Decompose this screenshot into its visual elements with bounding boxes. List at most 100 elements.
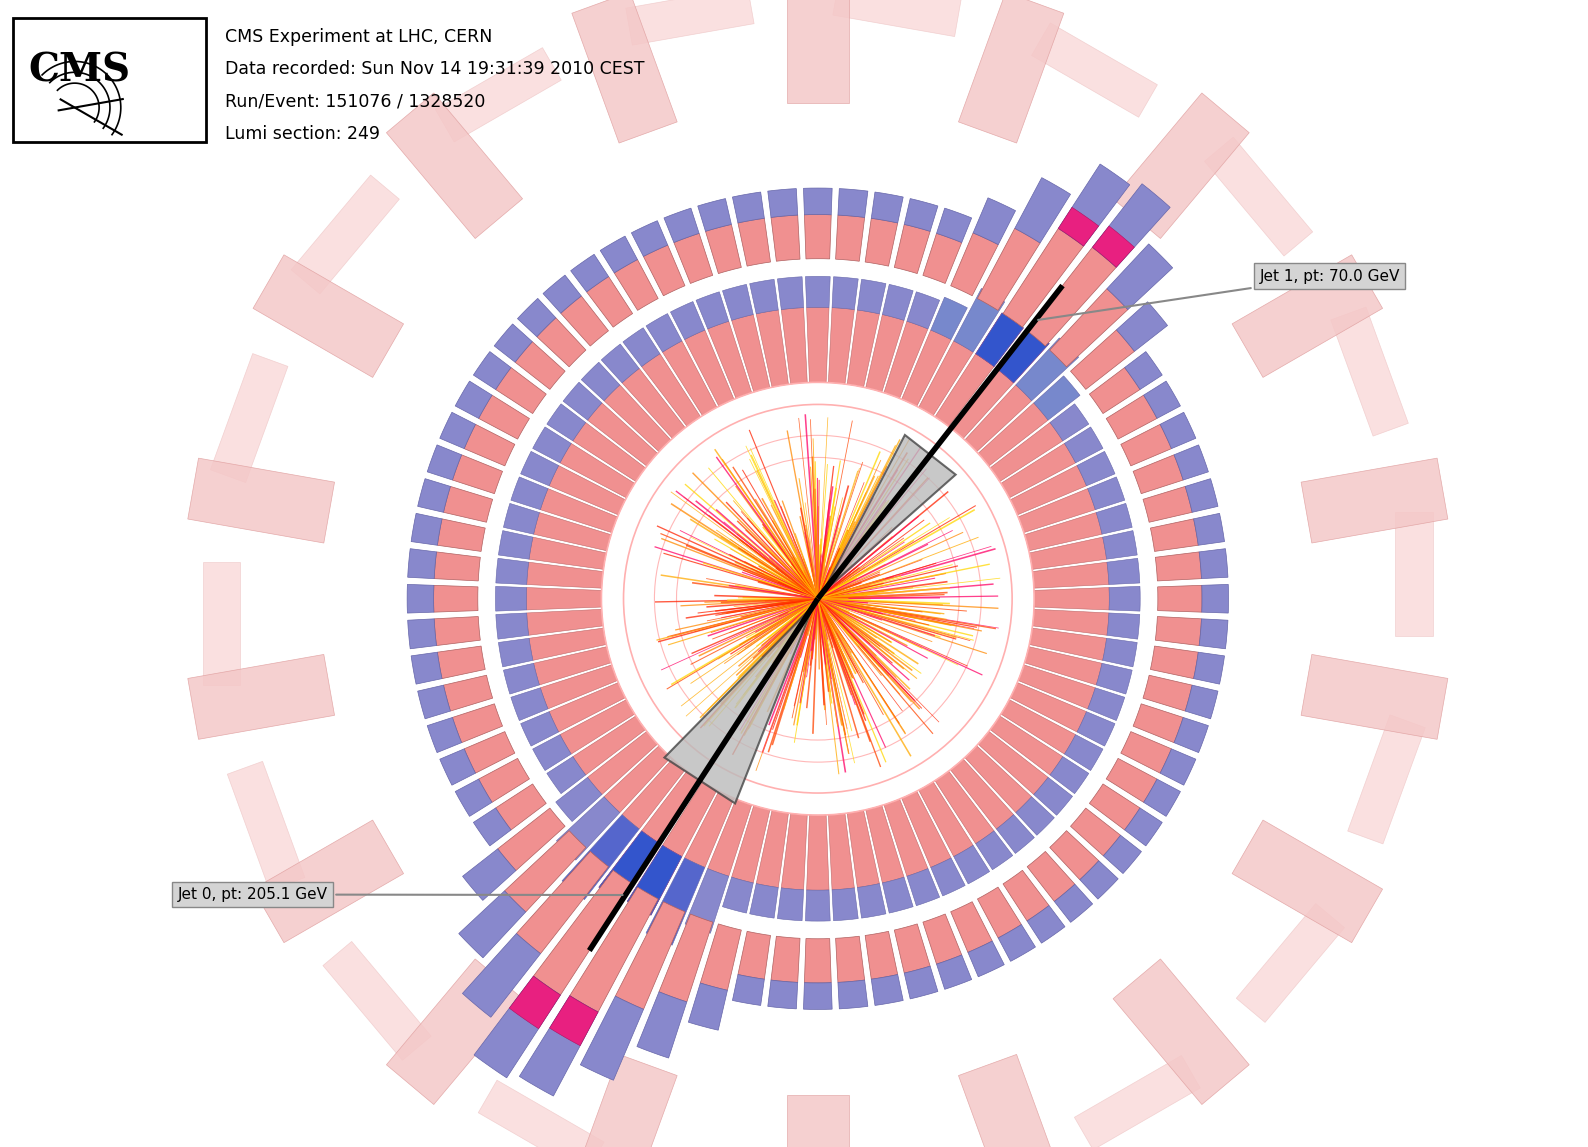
Wedge shape <box>865 218 897 266</box>
Wedge shape <box>1000 444 1075 498</box>
Wedge shape <box>902 791 951 867</box>
Wedge shape <box>1107 559 1140 585</box>
Wedge shape <box>642 771 700 844</box>
Wedge shape <box>951 902 992 952</box>
Wedge shape <box>865 314 904 392</box>
Wedge shape <box>1088 688 1124 720</box>
Polygon shape <box>291 175 399 294</box>
Wedge shape <box>662 341 716 415</box>
Wedge shape <box>935 771 994 844</box>
Wedge shape <box>511 477 548 509</box>
Wedge shape <box>549 682 626 732</box>
Wedge shape <box>497 809 565 871</box>
Wedge shape <box>418 478 451 513</box>
Wedge shape <box>684 330 734 406</box>
Wedge shape <box>1077 711 1115 746</box>
Wedge shape <box>540 489 618 532</box>
Polygon shape <box>435 48 561 142</box>
Wedge shape <box>627 845 681 915</box>
Wedge shape <box>1174 718 1208 752</box>
Wedge shape <box>937 208 972 242</box>
Wedge shape <box>570 887 657 1012</box>
Wedge shape <box>1107 244 1172 310</box>
Wedge shape <box>532 735 572 771</box>
Wedge shape <box>537 318 586 367</box>
Wedge shape <box>750 280 778 314</box>
Wedge shape <box>835 936 864 982</box>
Wedge shape <box>534 871 632 994</box>
Wedge shape <box>904 198 939 232</box>
Wedge shape <box>561 700 635 754</box>
Wedge shape <box>670 302 705 340</box>
Wedge shape <box>738 218 770 266</box>
Wedge shape <box>996 814 1034 853</box>
Wedge shape <box>505 830 586 912</box>
Wedge shape <box>697 198 732 232</box>
Wedge shape <box>573 422 645 482</box>
Wedge shape <box>599 830 661 903</box>
Bar <box>13 18 206 142</box>
Wedge shape <box>805 276 831 307</box>
Wedge shape <box>495 783 546 830</box>
Wedge shape <box>807 816 829 890</box>
Wedge shape <box>1064 427 1104 462</box>
Wedge shape <box>673 233 713 283</box>
Wedge shape <box>978 887 1021 938</box>
Wedge shape <box>732 805 770 883</box>
Wedge shape <box>499 638 534 666</box>
Wedge shape <box>1199 548 1228 578</box>
Wedge shape <box>1070 809 1121 856</box>
Wedge shape <box>767 188 797 218</box>
Wedge shape <box>462 934 540 1017</box>
Wedge shape <box>738 931 770 980</box>
Wedge shape <box>750 883 778 918</box>
Wedge shape <box>456 779 492 817</box>
Wedge shape <box>954 288 1005 352</box>
Wedge shape <box>767 980 797 1009</box>
Wedge shape <box>443 676 492 711</box>
Wedge shape <box>684 868 729 934</box>
Wedge shape <box>659 914 713 1002</box>
Wedge shape <box>975 830 1013 869</box>
Polygon shape <box>788 1095 848 1147</box>
Wedge shape <box>573 716 645 775</box>
Wedge shape <box>1004 228 1083 327</box>
Polygon shape <box>1301 458 1448 543</box>
Wedge shape <box>708 799 751 876</box>
Wedge shape <box>478 396 529 439</box>
Wedge shape <box>580 996 643 1080</box>
Wedge shape <box>1156 552 1202 580</box>
Wedge shape <box>684 791 734 867</box>
Wedge shape <box>600 236 637 273</box>
Polygon shape <box>1113 93 1250 239</box>
Text: CMS Experiment at LHC, CERN: CMS Experiment at LHC, CERN <box>225 29 492 46</box>
Wedge shape <box>494 323 532 362</box>
Wedge shape <box>805 890 831 921</box>
Wedge shape <box>627 845 681 915</box>
Wedge shape <box>549 996 599 1046</box>
Wedge shape <box>1010 466 1086 515</box>
Polygon shape <box>386 959 522 1105</box>
Wedge shape <box>546 404 586 440</box>
Wedge shape <box>408 619 437 649</box>
Wedge shape <box>1143 486 1193 522</box>
Wedge shape <box>453 455 502 493</box>
Wedge shape <box>407 585 434 612</box>
Wedge shape <box>1018 489 1096 532</box>
Wedge shape <box>1064 735 1104 771</box>
Wedge shape <box>1004 871 1050 921</box>
Wedge shape <box>732 975 764 1006</box>
Wedge shape <box>781 813 807 890</box>
Wedge shape <box>1032 562 1108 588</box>
Polygon shape <box>1113 959 1250 1105</box>
Polygon shape <box>832 0 961 37</box>
Polygon shape <box>1032 23 1158 117</box>
Wedge shape <box>969 941 1004 977</box>
Wedge shape <box>1034 376 1080 420</box>
Wedge shape <box>603 746 670 812</box>
Wedge shape <box>991 716 1062 775</box>
Wedge shape <box>991 422 1062 482</box>
Wedge shape <box>443 486 492 522</box>
Wedge shape <box>1121 732 1172 773</box>
Wedge shape <box>1116 302 1167 351</box>
